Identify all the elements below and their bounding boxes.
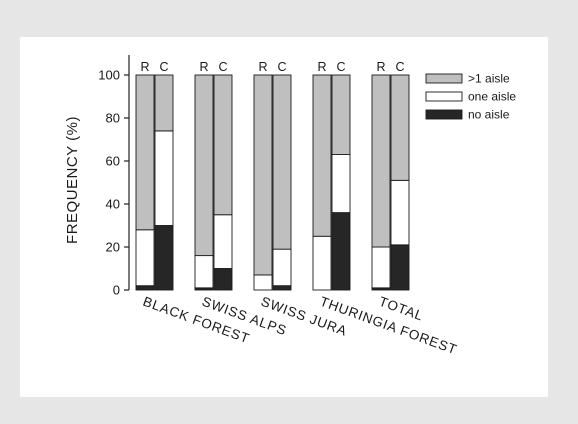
legend: >1 aisle one aisle no aisle bbox=[425, 72, 516, 122]
legend-swatch-no-aisle bbox=[425, 109, 463, 120]
bar-tag-r: R bbox=[376, 60, 385, 74]
legend-label-gt1-aisle: >1 aisle bbox=[468, 72, 510, 86]
bar-tag-c: C bbox=[336, 60, 345, 74]
bar-tag-c: C bbox=[159, 60, 168, 74]
bar-tag-c: C bbox=[277, 60, 286, 74]
bar-segment-swiss-alps-c-one-aisle bbox=[213, 214, 233, 269]
axes-group: 0 20 40 60 80 100 bbox=[98, 55, 130, 298]
y-tick-label: 60 bbox=[106, 154, 120, 169]
bar-segment-swiss-jura-c-no-aisle bbox=[272, 285, 292, 291]
bar-tag-r: R bbox=[317, 60, 326, 74]
bar-segment-total-c-no-aisle bbox=[390, 244, 410, 291]
bars-group bbox=[135, 74, 410, 291]
bar-segment-swiss-jura-c-one-aisle bbox=[272, 248, 292, 287]
bar-segment-thuringia-forest-r-one-aisle bbox=[312, 235, 332, 291]
legend-swatch-gt1-aisle bbox=[425, 73, 463, 84]
legend-label-one-aisle: one aisle bbox=[468, 90, 516, 104]
legend-swatch-one-aisle bbox=[425, 91, 463, 102]
bar-tag-r: R bbox=[199, 60, 208, 74]
bar-segment-thuringia-forest-c-no-aisle bbox=[331, 212, 351, 291]
bar-segment-swiss-alps-r-one-aisle bbox=[194, 255, 214, 289]
bar-segment-swiss-jura-r-one-aisle bbox=[253, 274, 273, 291]
bar-segment-total-c-gt1-aisle bbox=[390, 74, 410, 181]
bar-segment-swiss-jura-c-gt1-aisle bbox=[272, 74, 292, 250]
y-tick-label: 80 bbox=[106, 111, 120, 126]
bar-segment-thuringia-forest-r-gt1-aisle bbox=[312, 74, 332, 237]
bar-segment-swiss-alps-r-gt1-aisle bbox=[194, 74, 214, 257]
bar-tag-c: C bbox=[218, 60, 227, 74]
bar-tag-r: R bbox=[140, 60, 149, 74]
bar-segment-black-forest-c-one-aisle bbox=[154, 130, 174, 226]
bar-segment-thuringia-forest-c-gt1-aisle bbox=[331, 74, 351, 156]
bar-segment-thuringia-forest-c-one-aisle bbox=[331, 154, 351, 214]
bar-segment-black-forest-r-gt1-aisle bbox=[135, 74, 155, 231]
bar-segment-total-r-one-aisle bbox=[371, 246, 391, 289]
bar-segment-black-forest-c-no-aisle bbox=[154, 225, 174, 291]
legend-label-no-aisle: no aisle bbox=[468, 108, 510, 122]
y-tick-label: 100 bbox=[98, 68, 120, 83]
bar-tag-c: C bbox=[395, 60, 404, 74]
bar-segment-total-c-one-aisle bbox=[390, 179, 410, 246]
bar-segment-black-forest-r-no-aisle bbox=[135, 285, 155, 291]
y-axis-label: FREQUENCY (%) bbox=[64, 116, 81, 244]
y-tick-label: 0 bbox=[113, 283, 120, 298]
y-tick-label: 20 bbox=[106, 240, 120, 255]
bar-segment-black-forest-c-gt1-aisle bbox=[154, 74, 174, 132]
y-tick-label: 40 bbox=[106, 197, 120, 212]
bar-segment-black-forest-r-one-aisle bbox=[135, 229, 155, 287]
bar-tag-r: R bbox=[258, 60, 267, 74]
bar-segment-swiss-jura-r-gt1-aisle bbox=[253, 74, 273, 276]
bar-segment-swiss-alps-c-gt1-aisle bbox=[213, 74, 233, 216]
bar-segment-total-r-gt1-aisle bbox=[371, 74, 391, 248]
bar-segment-swiss-alps-c-no-aisle bbox=[213, 268, 233, 291]
